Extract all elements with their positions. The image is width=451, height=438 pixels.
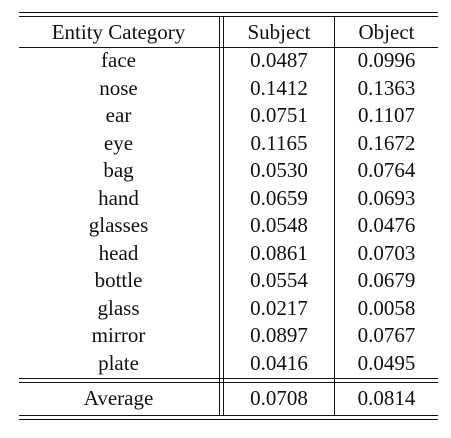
row-object: 0.0703 — [357, 240, 416, 265]
row-object: 0.1107 — [358, 103, 415, 127]
row-subject: 0.0487 — [250, 48, 308, 72]
row-subject: 0.0217 — [250, 295, 308, 320]
row-category: mirror — [91, 323, 146, 347]
row-subject: 0.0548 — [250, 213, 308, 237]
row-object: 0.0693 — [357, 185, 416, 210]
row-subject: 0.0416 — [250, 350, 308, 375]
average-label: Average — [83, 386, 154, 410]
column-divider-left-b — [223, 16, 224, 415]
row-object: 0.0996 — [357, 48, 416, 72]
top-rule-outer — [19, 12, 438, 13]
row-subject: 0.1412 — [250, 75, 308, 100]
row-object: 0.0767 — [357, 323, 416, 347]
row-object: 0.1672 — [357, 130, 416, 155]
row-subject: 0.0897 — [250, 323, 308, 347]
row-subject: 0.0861 — [250, 240, 308, 265]
row-category: nose — [99, 75, 138, 100]
row-subject: 0.1165 — [250, 130, 308, 155]
row-category: bottle — [94, 268, 143, 292]
average-object: 0.0814 — [357, 386, 416, 410]
row-subject: 0.0554 — [250, 268, 308, 292]
row-category: ear — [105, 103, 132, 127]
row-category: glasses — [88, 213, 149, 237]
header-subject: Subject — [247, 20, 311, 44]
row-object: 0.0679 — [357, 268, 416, 292]
average-rule-outer — [19, 378, 438, 379]
row-subject: 0.0530 — [250, 158, 308, 182]
row-object: 0.0476 — [357, 213, 416, 237]
row-object: 0.1363 — [357, 75, 416, 100]
row-category: hand — [98, 185, 139, 210]
row-object: 0.0058 — [357, 295, 416, 320]
column-divider-left-a — [219, 16, 220, 415]
row-object: 0.0495 — [357, 350, 416, 375]
row-category: bag — [103, 158, 134, 182]
row-category: face — [101, 48, 136, 72]
bottom-rule-inner — [19, 415, 438, 416]
row-object: 0.0764 — [357, 158, 416, 182]
average-subject: 0.0708 — [250, 386, 308, 410]
column-divider-right — [334, 16, 335, 415]
row-subject: 0.0751 — [250, 103, 308, 127]
row-category: eye — [103, 130, 134, 155]
row-category: glass — [97, 295, 140, 320]
row-category: head — [98, 240, 139, 265]
header-rule — [19, 47, 438, 48]
top-rule-inner — [19, 16, 438, 17]
header-object: Object — [358, 20, 415, 44]
row-subject: 0.0659 — [250, 185, 308, 210]
bottom-rule-outer — [19, 419, 438, 420]
row-category: plate — [98, 350, 139, 375]
header-entity-category: Entity Category — [51, 20, 186, 44]
average-rule-inner — [19, 382, 438, 383]
